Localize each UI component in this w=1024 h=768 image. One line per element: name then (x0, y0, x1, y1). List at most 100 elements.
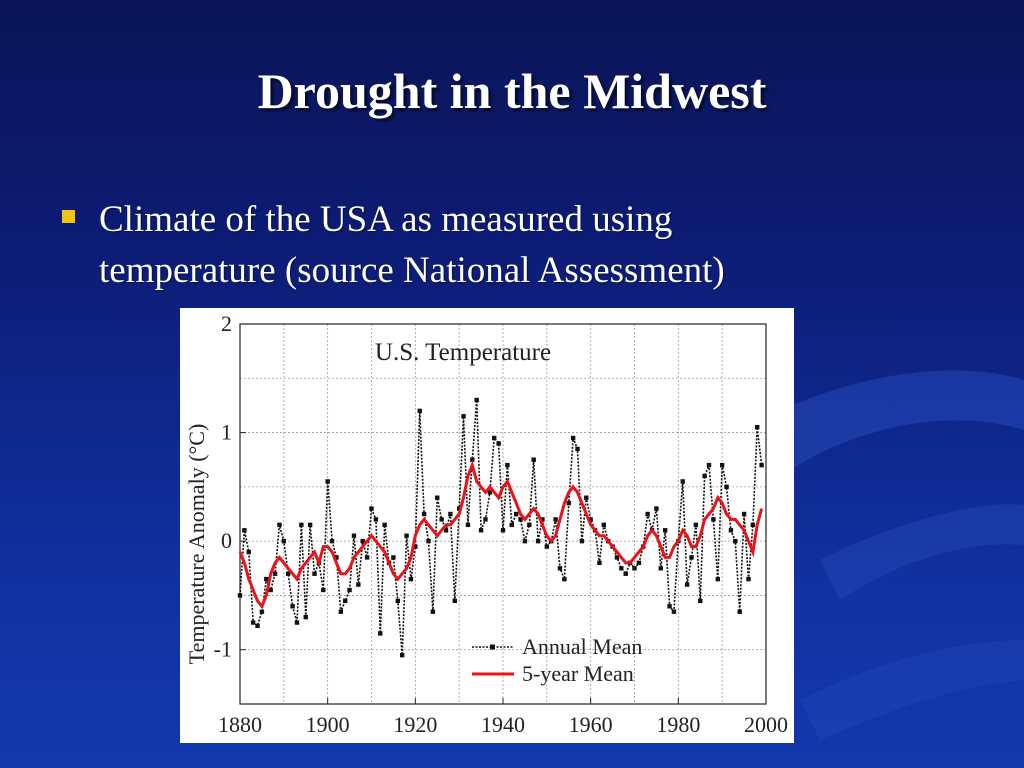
annual-mean-point (737, 609, 742, 614)
annual-mean-point (307, 522, 313, 528)
annual-mean-point (268, 587, 273, 593)
chart-svg: 1880 1900 1920 1940 1960 1980 2000 2 1 0 -1 U.S. Te… (184, 311, 788, 737)
annual-mean-point (662, 528, 668, 533)
annual-mean-point (496, 441, 501, 446)
annual-mean-point (250, 620, 256, 625)
annual-mean-point (527, 522, 532, 528)
x-tick-label: 1920 (393, 712, 437, 737)
annual-mean-point (382, 522, 387, 528)
annual-mean-point (588, 517, 593, 522)
x-tick-label: 2000 (744, 712, 788, 737)
annual-mean-point (369, 506, 374, 511)
annual-mean-point (487, 490, 493, 495)
annual-mean-point (654, 506, 659, 511)
annual-mean-point (443, 528, 449, 533)
annual-mean-point (623, 571, 628, 576)
chart-title: U.S. Temperature (375, 339, 551, 366)
annual-mean-point (312, 571, 317, 576)
y-tick-label: 2 (221, 311, 232, 336)
annual-mean-line (239, 399, 763, 656)
annual-mean-point (733, 538, 738, 544)
annual-mean-point (465, 522, 471, 528)
annual-mean-point (356, 582, 361, 587)
annual-mean-point (343, 598, 348, 604)
x-tick-label: 1900 (306, 712, 350, 737)
legend-annual-marker (490, 644, 495, 650)
annual-mean-point (391, 555, 396, 560)
annual-mean-point (242, 528, 247, 533)
annual-mean-point (470, 457, 475, 462)
annual-mean-point (373, 517, 379, 522)
annual-mean-point (421, 511, 427, 517)
annual-mean-point (286, 571, 291, 576)
y-tick-label: -1 (214, 637, 232, 662)
annual-mean-point (426, 538, 431, 544)
annual-mean-point (636, 560, 642, 566)
annual-mean-point (544, 544, 550, 549)
annual-mean-point (325, 479, 330, 484)
annual-mean-point (281, 538, 287, 544)
annual-mean-point (689, 555, 694, 560)
x-tick-label: 1880 (218, 712, 262, 737)
annual-mean-point (706, 462, 712, 468)
annual-mean-point (667, 604, 672, 609)
annual-mean-point (553, 517, 558, 522)
slide-title: Drought in the Midwest (257, 63, 767, 119)
annual-mean-point (474, 397, 479, 403)
annual-mean-point (728, 528, 734, 533)
annual-mean-point (575, 446, 580, 452)
annual-mean-point (531, 457, 536, 462)
annual-mean-point (719, 462, 725, 468)
annual-mean-point (360, 538, 365, 544)
annual-mean-point (408, 576, 414, 582)
annual-mean-point (439, 517, 444, 522)
annual-mean-point (413, 544, 418, 549)
annual-mean-point (513, 511, 519, 517)
annual-mean-point (518, 517, 523, 522)
y-tick-label: 1 (221, 420, 232, 445)
annual-mean-point (334, 555, 339, 560)
annual-mean-point (566, 500, 571, 506)
annual-mean-point (461, 414, 466, 419)
annual-mean-point (299, 522, 304, 528)
annual-mean-point (750, 522, 756, 528)
annual-mean-point (399, 652, 405, 658)
annual-mean-point (478, 528, 484, 533)
annual-mean-point (562, 576, 567, 582)
y-axis-label: Temperature Anomaly (°C) (184, 424, 209, 665)
annual-mean-point (452, 598, 457, 604)
annual-mean-point (540, 517, 545, 522)
annual-mean-point (509, 522, 514, 528)
annual-mean-point (347, 587, 352, 593)
temperature-chart: 1880 1900 1920 1940 1960 1980 2000 2 1 0 -1 U.S. Te… (180, 308, 794, 743)
annual-mean-point (535, 538, 541, 544)
annual-mean-point (645, 511, 650, 517)
annual-mean-point (693, 522, 699, 528)
annual-mean-point (724, 484, 729, 490)
annual-mean-point (684, 582, 690, 587)
annual-mean-point (658, 566, 663, 571)
annual-mean-point (329, 538, 335, 544)
annual-mean-point (759, 462, 764, 468)
annual-mean-point (351, 533, 357, 538)
annual-mean-point (741, 511, 747, 517)
five-year-mean-line (238, 460, 764, 610)
annual-mean-point (417, 408, 422, 414)
annual-mean-point (711, 517, 716, 522)
annual-mean-point (277, 522, 282, 528)
bullet-text: Climate of the USA as measured using tem… (99, 194, 725, 296)
annual-mean-point (614, 555, 620, 560)
annual-mean-point (492, 435, 497, 441)
annual-mean-point (237, 593, 243, 598)
annual-mean-point (395, 598, 400, 604)
annual-mean-point (259, 609, 265, 614)
annual-mean-point (448, 511, 453, 517)
annual-mean-point (632, 566, 637, 571)
bullet-line-1: Climate of the USA as measured using (99, 199, 673, 240)
annual-mean-point (364, 555, 370, 560)
annual-mean-point (290, 604, 295, 609)
annual-mean-point (755, 424, 760, 430)
annual-mean-point (584, 495, 589, 500)
annual-mean-point (255, 623, 260, 629)
